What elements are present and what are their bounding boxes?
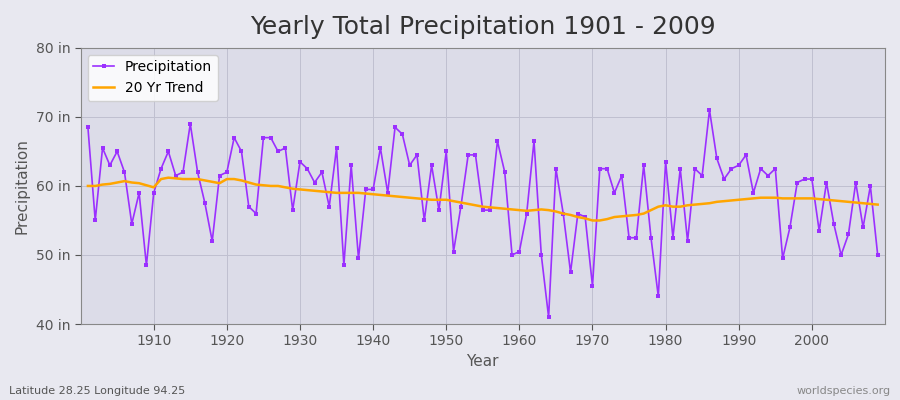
Precipitation — [141, 263, 152, 268]
Line: 20 Yr Trend: 20 Yr Trend — [88, 178, 878, 220]
Precipitation — [872, 252, 883, 257]
Precipitation — [544, 315, 554, 320]
20 Yr Trend — [163, 175, 174, 180]
Precipitation — [514, 249, 525, 254]
Precipitation — [346, 163, 356, 168]
20 Yr Trend — [353, 190, 364, 195]
Precipitation — [83, 125, 94, 130]
Line: Precipitation: Precipitation — [86, 108, 879, 319]
Text: worldspecies.org: worldspecies.org — [796, 386, 891, 396]
Precipitation — [704, 108, 715, 112]
20 Yr Trend — [587, 218, 598, 223]
20 Yr Trend — [514, 208, 525, 212]
20 Yr Trend — [872, 202, 883, 207]
20 Yr Trend — [141, 183, 152, 188]
X-axis label: Year: Year — [466, 354, 499, 369]
Title: Yearly Total Precipitation 1901 - 2009: Yearly Total Precipitation 1901 - 2009 — [250, 15, 716, 39]
20 Yr Trend — [310, 188, 320, 193]
20 Yr Trend — [83, 184, 94, 188]
Y-axis label: Precipitation: Precipitation — [15, 138, 30, 234]
20 Yr Trend — [616, 214, 627, 219]
Legend: Precipitation, 20 Yr Trend: Precipitation, 20 Yr Trend — [87, 55, 218, 101]
Text: Latitude 28.25 Longitude 94.25: Latitude 28.25 Longitude 94.25 — [9, 386, 185, 396]
Precipitation — [609, 190, 620, 195]
Precipitation — [302, 166, 312, 171]
20 Yr Trend — [521, 208, 532, 213]
Precipitation — [507, 252, 517, 257]
